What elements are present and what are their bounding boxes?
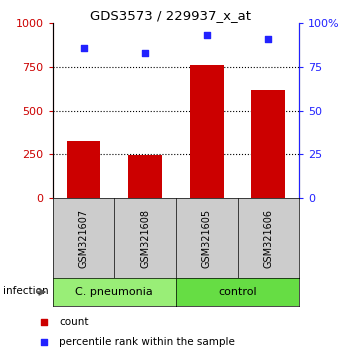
Text: control: control <box>218 287 257 297</box>
Point <box>81 45 86 50</box>
Text: GSM321605: GSM321605 <box>202 209 212 268</box>
Bar <box>252 90 285 198</box>
Bar <box>190 65 224 198</box>
Text: GSM321607: GSM321607 <box>79 209 88 268</box>
Point <box>266 36 271 42</box>
Point <box>142 50 148 56</box>
Text: count: count <box>59 318 89 327</box>
Bar <box>67 141 100 198</box>
Text: infection: infection <box>3 286 49 296</box>
Text: GDS3573 / 229937_x_at: GDS3573 / 229937_x_at <box>89 9 251 22</box>
Text: percentile rank within the sample: percentile rank within the sample <box>59 337 235 347</box>
Bar <box>128 155 162 198</box>
Text: C. pneumonia: C. pneumonia <box>75 287 153 297</box>
Point <box>41 320 46 325</box>
Text: GSM321606: GSM321606 <box>264 209 273 268</box>
Point <box>41 339 46 345</box>
Text: GSM321608: GSM321608 <box>140 209 150 268</box>
Point <box>204 33 209 38</box>
